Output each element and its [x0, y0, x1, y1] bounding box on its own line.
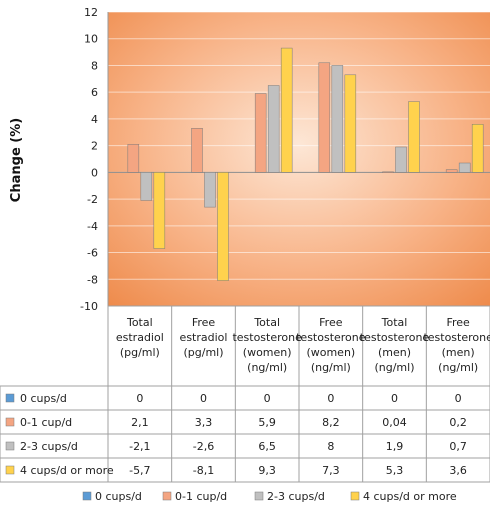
data-cell: 9,3	[258, 464, 276, 477]
y-tick-label: -2	[87, 193, 98, 206]
category-label: Total testosterone (men) (ng/ml)	[360, 316, 430, 374]
legend-swatch	[162, 491, 172, 501]
y-tick-label: -10	[80, 300, 98, 313]
bar	[267, 85, 280, 173]
data-cell: 0,04	[382, 416, 407, 429]
data-cell: 0	[391, 392, 398, 405]
legend-label: 2-3 cups/d	[267, 490, 325, 503]
bar	[331, 65, 344, 173]
data-cell: 8	[327, 440, 334, 453]
series-swatch	[5, 417, 15, 427]
data-cell: 3,3	[195, 416, 213, 429]
bar	[191, 128, 203, 173]
category-label: Free testosterone (men) (ng/ml)	[423, 316, 490, 374]
data-cell: -2,1	[129, 440, 150, 453]
legend-swatch	[82, 491, 92, 501]
y-tick-label: 10	[84, 33, 98, 46]
bar	[445, 169, 458, 173]
data-cell: -5,7	[129, 464, 150, 477]
data-cell: 8,2	[322, 416, 340, 429]
bar	[217, 172, 229, 281]
data-cell: 0	[136, 392, 143, 405]
data-cell: -8,1	[193, 464, 214, 477]
data-cell: -2,6	[193, 440, 214, 453]
bar	[153, 172, 166, 249]
data-cell: 3,6	[449, 464, 467, 477]
legend-swatch	[350, 491, 360, 501]
series-swatch	[5, 393, 15, 403]
bar	[471, 124, 484, 173]
y-tick-label: 8	[91, 59, 98, 72]
data-cell: 2,1	[131, 416, 149, 429]
bar	[127, 144, 140, 173]
data-cell: 7,3	[322, 464, 340, 477]
legend-label: 4 cups/d or more	[363, 490, 457, 503]
bar	[280, 47, 293, 173]
data-cell: 0	[455, 392, 462, 405]
y-tick-label: -8	[87, 273, 98, 286]
data-table: Total estradiol (pg/ml) Free estradiol (pg/ml…	[0, 305, 490, 483]
y-tick-label: 4	[91, 113, 98, 126]
bar	[408, 101, 420, 173]
bar	[395, 146, 407, 173]
data-cell: 6,5	[258, 440, 276, 453]
data-cell: 0	[327, 392, 334, 405]
y-axis: -10 -8 -6 -4 -2 0 2 4 6 8 10 12	[80, 6, 109, 313]
y-tick-label: -6	[87, 247, 98, 260]
gridlines	[108, 11, 490, 307]
bar	[140, 172, 153, 201]
y-tick-label: 0	[91, 166, 98, 179]
legend-label: 0-1 cup/d	[175, 490, 227, 503]
plot-background	[108, 12, 490, 306]
y-axis-label: Change (%)	[9, 118, 24, 202]
bar	[204, 172, 216, 208]
data-cell: 5,9	[258, 416, 276, 429]
series-row-label: 4 cups/d or more	[20, 464, 114, 477]
series-row-label: 0-1 cup/d	[20, 416, 72, 429]
legend: 0 cups/d 0-1 cup/d 2-3 cups/d 4 cups/d or m…	[82, 490, 457, 503]
data-cell: 5,3	[386, 464, 404, 477]
series-row-label: 2-3 cups/d	[20, 440, 78, 453]
y-tick-label: 2	[91, 140, 98, 153]
bar	[318, 62, 331, 173]
data-cell: 0	[264, 392, 271, 405]
category-label: Free testosterone (women) (ng/ml)	[296, 316, 366, 374]
category-label: Total estradiol (pg/ml)	[116, 316, 164, 359]
legend-label: 0 cups/d	[95, 490, 142, 503]
category-label: Total testosterone (women) (ng/ml)	[232, 316, 302, 374]
data-cell: 0,7	[449, 440, 467, 453]
category-label: Free estradiol (pg/ml)	[180, 316, 228, 359]
data-cell: 1,9	[386, 440, 404, 453]
y-tick-label: 6	[91, 86, 98, 99]
legend-swatch	[254, 491, 264, 501]
series-row-label: 0 cups/d	[20, 392, 67, 405]
series-swatch	[5, 441, 15, 451]
series-swatch	[5, 465, 15, 475]
bar	[458, 162, 471, 173]
y-tick-label: 12	[84, 6, 98, 19]
bar	[344, 74, 357, 173]
y-tick-label: -4	[87, 220, 98, 233]
bar	[382, 171, 394, 173]
bars	[127, 47, 484, 281]
data-cell: 0	[200, 392, 207, 405]
bar	[254, 93, 267, 173]
data-cell: 0,2	[449, 416, 467, 429]
